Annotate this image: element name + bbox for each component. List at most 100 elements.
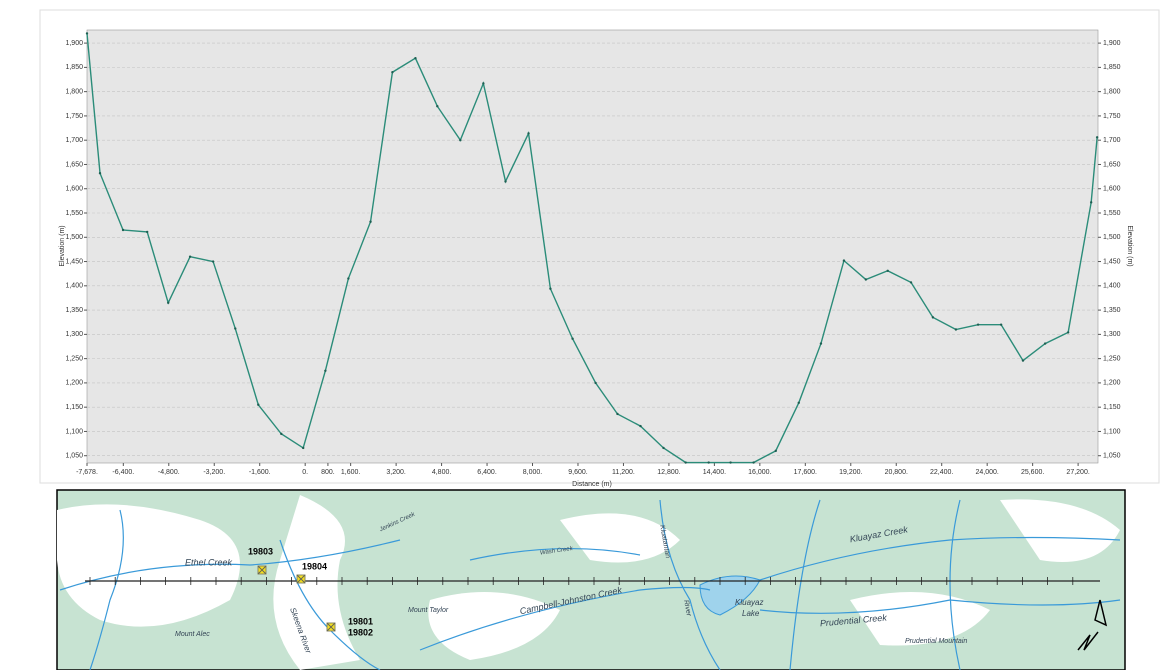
- y2-axis-label: Elevation (m): [1126, 225, 1133, 266]
- point: [482, 82, 485, 85]
- x-tick-label: 16,000.: [748, 469, 771, 476]
- x-axis-label: Distance (m): [572, 481, 612, 488]
- y2-tick-label: 1,050: [1103, 453, 1121, 460]
- y-tick-label: 1,100: [65, 428, 83, 435]
- point: [662, 446, 665, 450]
- point: [167, 301, 170, 305]
- y2-tick-label: 1,550: [1103, 210, 1121, 217]
- point: [436, 105, 439, 108]
- point: [459, 138, 462, 142]
- point: [211, 260, 215, 263]
- point: [571, 337, 574, 340]
- x-tick-label: 11,200.: [612, 469, 635, 476]
- y-tick-label: 1,750: [65, 113, 83, 120]
- point: [797, 401, 800, 405]
- point: [999, 323, 1003, 326]
- point: [774, 449, 777, 453]
- y-tick-label: 1,600: [65, 186, 83, 193]
- point: [842, 259, 846, 262]
- point: [707, 461, 710, 464]
- x-tick-label: -7,678.: [76, 469, 98, 476]
- y2-tick-label: 1,150: [1103, 404, 1121, 411]
- point: [280, 432, 283, 436]
- y2-tick-label: 1,900: [1103, 40, 1121, 47]
- x-tick-label: 27,200.: [1066, 469, 1089, 476]
- point: [85, 32, 89, 35]
- y-tick-label: 1,400: [65, 283, 83, 290]
- y2-tick-label: 1,600: [1103, 186, 1121, 193]
- site-cross: [326, 622, 336, 632]
- point: [616, 412, 619, 416]
- point: [639, 424, 642, 428]
- snow-area: [428, 592, 560, 660]
- snow-area: [57, 504, 240, 627]
- point: [684, 461, 687, 464]
- point: [504, 180, 507, 183]
- x-tick-label: 12,800.: [657, 469, 680, 476]
- point: [819, 342, 823, 345]
- point: [324, 369, 327, 372]
- site-cross: [296, 574, 306, 584]
- point: [909, 281, 913, 284]
- x-tick-label: 22,400.: [930, 469, 953, 476]
- x-tick-label: -3,200.: [203, 469, 225, 476]
- point: [369, 220, 372, 223]
- point: [864, 278, 868, 281]
- y-tick-label: 1,900: [65, 40, 83, 47]
- point: [414, 56, 417, 60]
- point: [1043, 342, 1047, 345]
- y-tick-label: 1,050: [65, 453, 83, 460]
- point: [234, 327, 237, 330]
- y2-tick-label: 1,400: [1103, 283, 1121, 290]
- x-tick-label: 24,000.: [975, 469, 998, 476]
- y-tick-label: 1,800: [65, 88, 83, 95]
- y-tick-label: 1,350: [65, 307, 83, 314]
- transect-ticks: [89, 577, 1074, 585]
- x-tick-label: 6,400.: [477, 469, 497, 476]
- site-label: 19804: [302, 561, 327, 571]
- y2-tick-label: 1,100: [1103, 428, 1121, 435]
- map-label: Lake: [742, 609, 760, 618]
- x-tick-label: 25,600.: [1021, 469, 1044, 476]
- y2-tick-label: 1,250: [1103, 355, 1121, 362]
- x-tick-label: 3,200.: [386, 469, 406, 476]
- y2-tick-label: 1,650: [1103, 161, 1121, 168]
- map-label: Ethel Creek: [185, 557, 233, 567]
- point: [347, 277, 350, 280]
- lake: [699, 575, 761, 616]
- point: [886, 269, 889, 272]
- point: [594, 381, 597, 385]
- map-label: Mount Alec: [175, 631, 210, 638]
- y2-tick-label: 1,500: [1103, 234, 1121, 241]
- x-tick-label: 1,600.: [341, 469, 361, 476]
- point: [729, 461, 732, 464]
- point: [121, 228, 125, 232]
- point: [257, 403, 260, 406]
- y-tick-label: 1,850: [65, 64, 83, 71]
- y-tick-label: 1,700: [65, 137, 83, 144]
- point: [1089, 201, 1093, 204]
- point: [145, 230, 149, 234]
- y-tick-label: 1,200: [65, 380, 83, 387]
- y-tick-label: 1,500: [65, 234, 83, 241]
- x-tick-label: 0.: [302, 469, 308, 476]
- point: [301, 446, 305, 450]
- x-tick-label: -4,800.: [158, 469, 180, 476]
- y2-tick-label: 1,700: [1103, 137, 1121, 144]
- x-tick-label: 20,800.: [885, 469, 908, 476]
- x-tick-label: 8,000.: [523, 469, 543, 476]
- x-tick-label: 800.: [321, 469, 335, 476]
- map-label: Wash Creek: [540, 546, 574, 557]
- point: [549, 287, 552, 290]
- y-tick-label: 1,550: [65, 210, 83, 217]
- x-tick-label: 9,600.: [568, 469, 588, 476]
- map-label: River: [682, 599, 692, 617]
- point: [98, 172, 102, 175]
- x-tick-label: 14,400.: [703, 469, 726, 476]
- snow-area: [560, 513, 680, 563]
- map-label: Prudential Mountain: [905, 638, 967, 645]
- x-tick-label: 17,600.: [794, 469, 817, 476]
- site-label: 19801: [348, 616, 373, 626]
